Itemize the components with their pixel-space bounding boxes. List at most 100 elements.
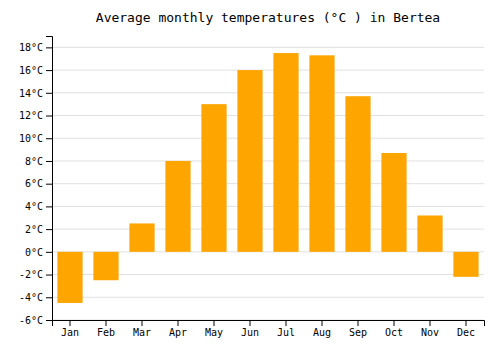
x-tick-mark (214, 320, 215, 326)
x-tick-label: Feb (97, 327, 115, 338)
x-tick: Aug (313, 320, 331, 338)
y-tick-mark (46, 47, 52, 48)
bars (57, 53, 478, 303)
bar (345, 96, 370, 252)
y-tick: 0°C (25, 247, 52, 258)
y-tick-label: 2°C (25, 224, 43, 235)
y-tick-mark (46, 116, 52, 117)
y-tick-mark (46, 184, 52, 185)
x-tick-label: Dec (457, 327, 475, 338)
x-tick: Sep (349, 320, 367, 338)
x-tick-label: Jul (277, 327, 295, 338)
x-tick-label: Aug (313, 327, 331, 338)
y-tick-label: 14°C (19, 88, 43, 99)
y-axis-line (46, 37, 53, 321)
y-tick-mark (46, 206, 52, 207)
y-tick-mark (46, 138, 52, 139)
grid-line (52, 206, 484, 207)
x-tick: Feb (97, 320, 115, 338)
bar (381, 153, 406, 252)
bar (165, 161, 190, 252)
y-tick: 8°C (25, 156, 52, 167)
y-tick-label: 12°C (19, 110, 43, 121)
x-tick-mark (466, 320, 467, 326)
bar (273, 53, 298, 252)
y-tick-mark (46, 275, 52, 276)
y-tick-label: 10°C (19, 133, 43, 144)
x-tick: May (205, 320, 223, 338)
x-tick: Dec (457, 320, 475, 338)
y-tick: 6°C (25, 178, 52, 189)
bar (201, 104, 226, 252)
y-tick-label: -6°C (19, 315, 43, 326)
y-tick-mark (46, 229, 52, 230)
grid-line (52, 138, 484, 139)
y-tick: 10°C (19, 133, 52, 144)
y-tick-label: -4°C (19, 292, 43, 303)
y-tick-mark (46, 252, 52, 253)
x-tick-mark (142, 320, 143, 326)
y-axis: -6°C -4°C -2°C 0°C 2°C 4°C 6°C 8°C 10°C 12°C 14°C 1… (19, 37, 53, 326)
x-tick: Jun (241, 320, 259, 338)
bar (237, 70, 262, 252)
grid-line (52, 160, 484, 161)
y-tick: 18°C (19, 42, 52, 53)
bar (309, 55, 334, 252)
y-tick: 16°C (19, 65, 52, 76)
x-tick-mark (358, 320, 359, 326)
y-tick: -6°C (19, 315, 52, 326)
x-tick: Oct (385, 320, 403, 338)
y-tick-mark (46, 320, 52, 321)
x-axis-line (53, 321, 485, 327)
y-tick: -4°C (19, 292, 52, 303)
bar (93, 252, 118, 280)
bar (417, 215, 442, 251)
x-tick-label: Nov (421, 327, 439, 338)
bar (57, 252, 82, 303)
grid-line (52, 70, 484, 71)
x-tick-label: Sep (349, 327, 367, 338)
x-tick-label: May (205, 327, 223, 338)
x-tick-mark (178, 320, 179, 326)
grid-line (52, 115, 484, 116)
y-tick-label: 18°C (19, 42, 43, 53)
chart: -6°C -4°C -2°C 0°C 2°C 4°C 6°C 8°C 10°C 12°C 14°C 1… (0, 0, 500, 350)
x-tick: Nov (421, 320, 439, 338)
x-tick-label: Mar (133, 327, 151, 338)
grid-line (52, 297, 484, 298)
x-tick-mark (250, 320, 251, 326)
x-tick-label: Oct (385, 327, 403, 338)
x-tick: Apr (169, 320, 187, 338)
x-tick: Mar (133, 320, 151, 338)
y-tick-mark (46, 297, 52, 298)
grid-line (52, 47, 484, 48)
bar (453, 252, 478, 277)
grid (52, 47, 484, 320)
y-tick-label: -2°C (19, 269, 43, 280)
y-tick-label: 0°C (25, 247, 43, 258)
grid-line (52, 183, 484, 184)
y-tick-label: 16°C (19, 65, 43, 76)
y-tick-label: 8°C (25, 156, 43, 167)
y-tick: 2°C (25, 224, 52, 235)
x-tick-label: Jun (241, 327, 259, 338)
y-tick-mark (46, 70, 52, 71)
grid-line (52, 92, 484, 93)
x-tick-mark (286, 320, 287, 326)
x-tick-mark (394, 320, 395, 326)
plot: -6°C -4°C -2°C 0°C 2°C 4°C 6°C 8°C 10°C 12°C 14°C 1… (19, 37, 485, 339)
x-tick-label: Apr (169, 327, 187, 338)
y-tick-label: 4°C (25, 201, 43, 212)
bar (129, 223, 154, 251)
y-tick: 4°C (25, 201, 52, 212)
x-tick-label: Jan (61, 327, 79, 338)
x-tick-mark (70, 320, 71, 326)
x-tick: Jan (61, 320, 79, 338)
y-tick: -2°C (19, 269, 52, 280)
y-tick: 14°C (19, 88, 52, 99)
x-tick: Jul (277, 320, 295, 338)
x-tick-mark (106, 320, 107, 326)
y-tick-mark (46, 161, 52, 162)
x-tick-mark (430, 320, 431, 326)
x-tick-mark (322, 320, 323, 326)
